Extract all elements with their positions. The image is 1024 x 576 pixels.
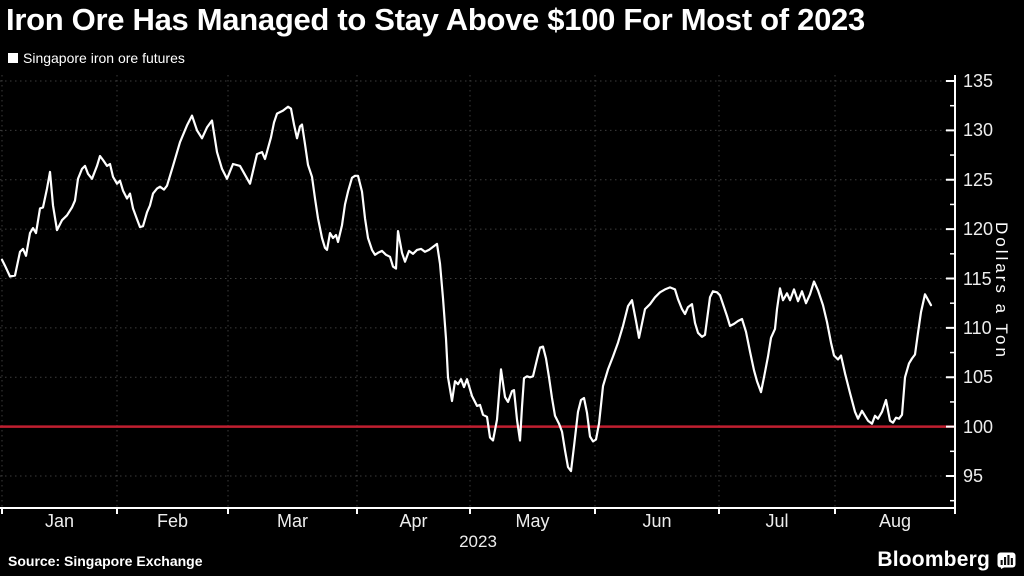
x-tick-label-feb: Feb	[156, 511, 189, 531]
x-axis-year-label: 2023	[459, 532, 497, 551]
bloomberg-chart-bubble-icon	[997, 552, 1016, 569]
y-tick-label-120: 120	[963, 219, 994, 240]
y-tick-label-115: 115	[963, 268, 992, 289]
bloomberg-wordmark: Bloomberg	[877, 548, 990, 571]
y-tick-label-100: 100	[963, 416, 994, 437]
y-tick-label-105: 105	[963, 367, 994, 388]
chart-legend: Singapore iron ore futures	[8, 50, 185, 66]
x-tick-label-apr: Apr	[399, 511, 428, 531]
legend-label: Singapore iron ore futures	[23, 50, 185, 66]
y-tick-label-110: 110	[963, 317, 992, 338]
x-tick-label-aug: Aug	[878, 511, 912, 531]
x-tick-label-jan: Jan	[44, 511, 75, 531]
chart-title: Iron Ore Has Managed to Stay Above $100 …	[6, 2, 865, 37]
x-tick-label-jun: Jun	[642, 511, 672, 531]
source-text: Source: Singapore Exchange	[8, 553, 203, 569]
y-tick-label-130: 130	[963, 120, 994, 141]
price-line	[0, 105, 933, 473]
y-tick-label-95: 95	[963, 466, 984, 486]
legend-square-marker-icon	[8, 53, 18, 63]
x-tick-label-mar: Mar	[277, 511, 308, 531]
y-tick-label-125: 125	[963, 169, 994, 190]
x-tick-label-may: May	[515, 511, 550, 531]
y-axis-title: Dollars a Ton	[992, 222, 1011, 360]
x-tick-label-jul: Jul	[765, 511, 789, 531]
bloomberg-branding: Bloomberg	[877, 548, 1016, 572]
y-tick-label-135: 135	[963, 71, 994, 91]
